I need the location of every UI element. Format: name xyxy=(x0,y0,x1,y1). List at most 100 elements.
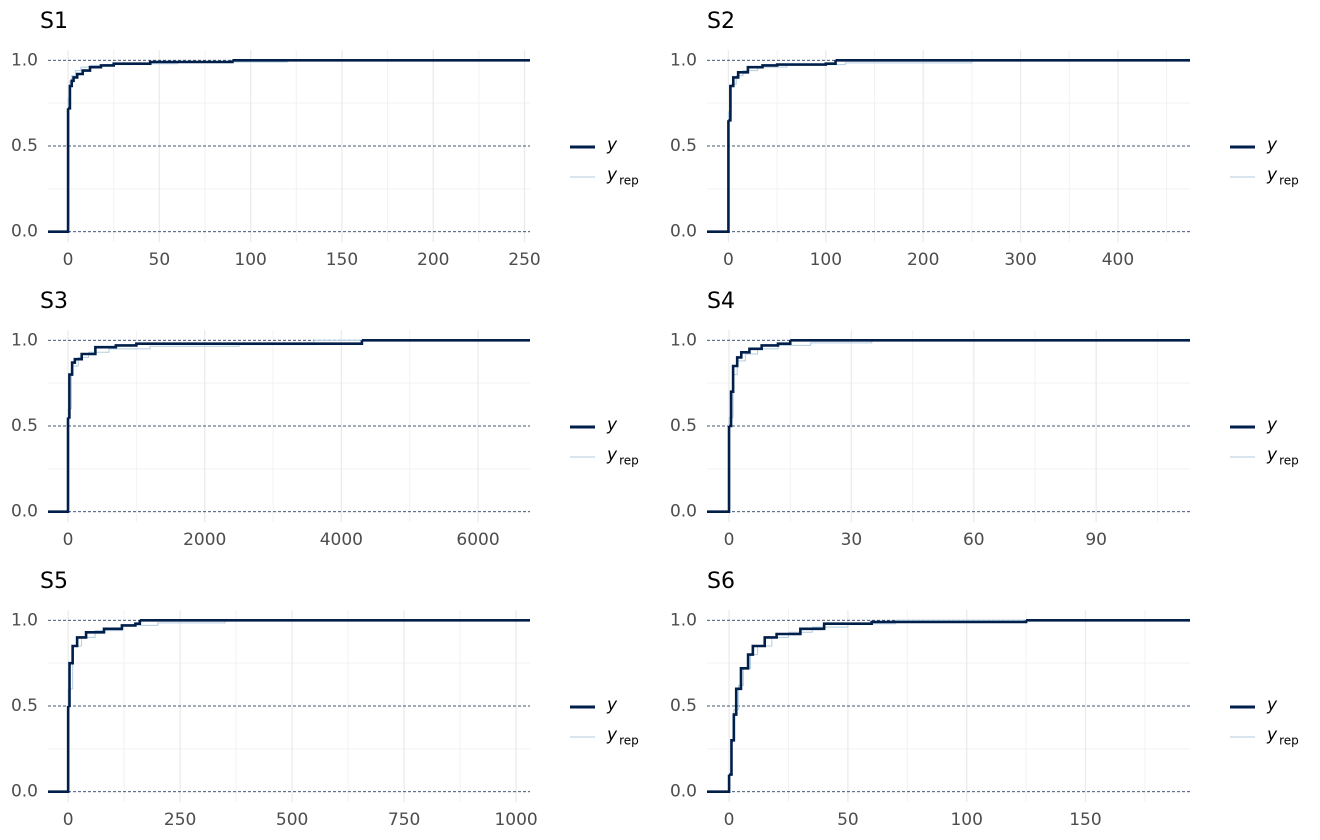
legend-subscript: rep xyxy=(619,174,639,188)
ecdf-lead xyxy=(48,688,69,793)
ecdf-lead xyxy=(48,408,69,513)
x-tick-label: 200 xyxy=(417,250,449,270)
ecdf-lead xyxy=(707,426,731,514)
y-tick-label: 1.0 xyxy=(11,610,38,630)
ecdf-line xyxy=(728,60,837,122)
y-tick-label: 0.0 xyxy=(670,502,697,522)
x-tick-label: 100 xyxy=(950,810,982,830)
legend-label: y xyxy=(1266,135,1278,155)
panel-title: S3 xyxy=(40,289,68,314)
ecdf-line xyxy=(729,620,896,776)
x-tick-label: 500 xyxy=(276,810,308,830)
legend-subscript: rep xyxy=(1279,454,1299,468)
legend-label: y xyxy=(606,695,618,715)
y-tick-label: 1.0 xyxy=(11,50,38,70)
y-tick-label: 0.5 xyxy=(670,136,697,156)
legend-label: y xyxy=(606,445,618,465)
y-tick-label: 0.5 xyxy=(670,416,697,436)
x-tick-label: 0 xyxy=(723,250,734,270)
legend-subscript: rep xyxy=(1279,734,1299,748)
panel: S40 30 60 900.00.51.0yy rep xyxy=(670,289,1299,550)
y-tick-label: 0.5 xyxy=(11,136,38,156)
ecdf-lead xyxy=(48,98,69,233)
panel-title: S6 xyxy=(707,569,735,594)
y-tick-label: 0.5 xyxy=(11,416,38,436)
x-tick-label: 300 xyxy=(1004,250,1036,270)
x-tick-label: 0 xyxy=(724,530,735,550)
legend-label: y xyxy=(1266,165,1278,185)
legend-label: y xyxy=(606,415,618,435)
x-tick-label: 250 xyxy=(164,810,196,830)
x-tick-label: 2000 xyxy=(183,530,226,550)
y-tick-label: 1.0 xyxy=(670,50,697,70)
x-tick-label: 250 xyxy=(508,250,540,270)
x-tick-label: 0 xyxy=(63,250,74,270)
x-tick-label: 0 xyxy=(724,810,735,830)
ecdf-lead xyxy=(48,706,70,794)
x-tick-label: 50 xyxy=(837,810,859,830)
x-tick-label: 200 xyxy=(907,250,939,270)
ecdf-line xyxy=(729,340,873,418)
x-tick-label: 6000 xyxy=(456,530,499,550)
x-tick-label: 60 xyxy=(963,530,985,550)
ecdf-line xyxy=(728,60,973,113)
panel-title: S2 xyxy=(707,9,735,34)
ecdf-lead xyxy=(48,108,70,234)
legend-label: y xyxy=(1266,695,1278,715)
legend-label: y xyxy=(606,135,618,155)
y-tick-label: 0.5 xyxy=(11,696,38,716)
ecdf-lead xyxy=(707,417,730,513)
y-tick-label: 1.0 xyxy=(670,330,697,350)
panel-title: S4 xyxy=(707,289,735,314)
ecdf-line xyxy=(68,60,234,110)
x-tick-label: 100 xyxy=(810,250,842,270)
x-tick-label: 90 xyxy=(1085,530,1107,550)
legend-subscript: rep xyxy=(1279,174,1299,188)
x-tick-label: 750 xyxy=(388,810,420,830)
ecdf-line xyxy=(729,620,1028,776)
y-tick-label: 0.0 xyxy=(670,222,697,242)
y-tick-label: 0.5 xyxy=(670,696,697,716)
x-tick-label: 0 xyxy=(63,810,74,830)
x-tick-label: 50 xyxy=(149,250,171,270)
legend-subscript: rep xyxy=(619,734,639,748)
y-tick-label: 1.0 xyxy=(11,330,38,350)
legend-label: y xyxy=(1266,725,1278,745)
x-tick-label: 100 xyxy=(234,250,266,270)
ecdf-lead xyxy=(707,120,730,234)
x-tick-label: 400 xyxy=(1102,250,1134,270)
legend-label: y xyxy=(1266,415,1278,435)
ecdf-line xyxy=(729,340,792,428)
ecdf-lead xyxy=(707,111,729,233)
legend-subscript: rep xyxy=(619,454,639,468)
y-tick-label: 0.0 xyxy=(11,222,38,242)
ecdf-line xyxy=(68,620,226,690)
x-tick-label: 30 xyxy=(841,530,863,550)
ecdf-line xyxy=(68,340,315,410)
y-tick-label: 0.0 xyxy=(11,502,38,522)
x-tick-label: 4000 xyxy=(320,530,363,550)
x-tick-label: 150 xyxy=(326,250,358,270)
ecdf-line xyxy=(68,620,142,708)
panel: S20 100 200 300 4000.00.51.0yy rep xyxy=(670,9,1299,270)
panel-title: S1 xyxy=(40,9,68,34)
legend-label: y xyxy=(606,725,618,745)
ecdf-lead xyxy=(48,417,70,514)
ecdf-lead xyxy=(707,774,731,794)
ecdf-lead xyxy=(707,774,730,793)
x-tick-label: 1000 xyxy=(494,810,537,830)
legend-label: y xyxy=(1266,445,1278,465)
y-tick-label: 0.0 xyxy=(670,782,697,802)
ecdf-line xyxy=(68,340,364,419)
y-tick-label: 1.0 xyxy=(670,610,697,630)
panel-title: S5 xyxy=(40,569,68,594)
legend-label: y xyxy=(606,165,618,185)
x-tick-label: 0 xyxy=(63,530,74,550)
y-tick-label: 0.0 xyxy=(11,782,38,802)
x-tick-label: 150 xyxy=(1069,810,1101,830)
